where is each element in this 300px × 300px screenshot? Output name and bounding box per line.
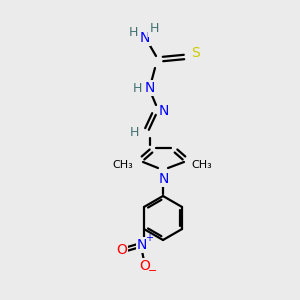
Text: H: H <box>149 22 159 35</box>
Text: CH₃: CH₃ <box>112 160 134 170</box>
Text: N: N <box>137 238 147 252</box>
Text: N: N <box>159 172 169 186</box>
Text: N: N <box>145 81 155 95</box>
Text: S: S <box>192 46 200 60</box>
Text: O: O <box>116 243 128 257</box>
Text: H: H <box>132 82 142 94</box>
Text: N: N <box>159 104 169 118</box>
Text: +: + <box>145 233 153 243</box>
Text: O: O <box>140 259 150 273</box>
Text: N: N <box>140 31 150 45</box>
Text: CH₃: CH₃ <box>192 160 212 170</box>
Text: −: − <box>148 266 158 276</box>
Text: H: H <box>129 127 139 140</box>
Text: H: H <box>128 26 138 40</box>
